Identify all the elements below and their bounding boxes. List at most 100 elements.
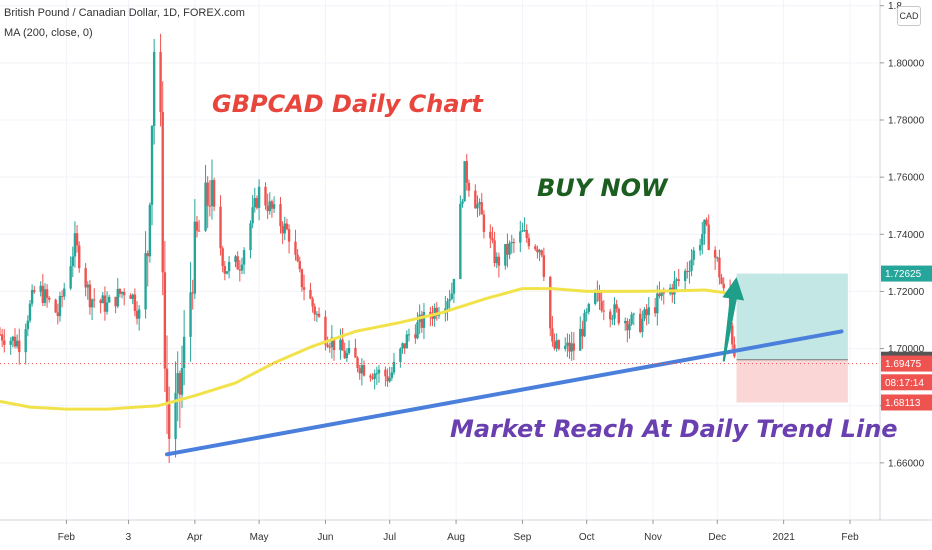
candle-down <box>403 343 406 349</box>
candle-up <box>137 309 141 319</box>
candle-up <box>43 289 47 303</box>
candle-up <box>210 180 214 207</box>
candle-down <box>302 287 306 290</box>
candle-up <box>30 290 34 304</box>
candle-down <box>311 298 314 307</box>
candle-up <box>587 303 591 312</box>
candle-down <box>474 190 477 209</box>
ma200-line <box>0 287 733 411</box>
candle-down <box>553 341 556 349</box>
time-tick-label: 3 <box>126 532 132 543</box>
candle-up <box>463 161 466 202</box>
candle-up <box>416 322 419 339</box>
candle-down <box>270 201 274 209</box>
candle-down <box>525 229 528 239</box>
candle-down <box>384 369 387 377</box>
trendline <box>165 329 844 457</box>
candle-down <box>236 256 239 270</box>
candle-up <box>628 324 631 331</box>
loss-zone <box>736 359 848 403</box>
candle-up <box>182 336 186 369</box>
candle-up <box>690 259 693 271</box>
candle-down <box>638 313 642 332</box>
candle-up <box>373 373 376 379</box>
candle-up <box>272 204 276 209</box>
candle-down <box>294 241 297 255</box>
candle-down <box>557 340 561 349</box>
candle-up <box>107 296 111 303</box>
candle-down <box>549 276 552 329</box>
candle-up <box>611 318 614 320</box>
candle-down <box>159 51 162 113</box>
candle-down <box>146 253 149 257</box>
candle-down <box>540 250 543 256</box>
candle-down <box>223 266 227 274</box>
indicator-legend[interactable]: MA (200, close, 0) <box>4 27 93 39</box>
buy-arrow <box>722 277 745 362</box>
candle-down <box>122 291 126 296</box>
candle-down <box>609 311 612 320</box>
candle-down <box>718 257 721 278</box>
candle-down <box>54 299 57 313</box>
candle-down <box>536 249 539 253</box>
candle-up <box>63 288 66 297</box>
candle-up <box>144 253 147 310</box>
candle-down <box>114 296 117 307</box>
candle-down <box>386 376 389 382</box>
candle-down <box>414 334 417 339</box>
currency-button[interactable]: CAD <box>897 6 921 26</box>
candle-up <box>716 257 719 259</box>
candle-down <box>343 350 346 359</box>
buy-now-annotation: BUY NOW <box>537 174 668 202</box>
position-zones <box>736 273 848 403</box>
candle-up <box>242 250 246 265</box>
candle-up <box>459 203 462 279</box>
price-tag-bg <box>881 355 932 372</box>
candle-up <box>227 261 231 272</box>
candle-up <box>152 51 156 126</box>
candle-up <box>251 207 254 224</box>
ma-line-group <box>0 287 733 411</box>
candle-down <box>18 340 21 353</box>
price-tick-label: 1.80000 <box>888 58 925 69</box>
price-tag-bg <box>881 265 932 282</box>
candle-up <box>641 318 644 332</box>
buy-arrow-group <box>722 277 745 362</box>
candle-up <box>105 302 109 312</box>
candle-up <box>630 314 633 325</box>
candle-down <box>489 231 492 239</box>
candle-down <box>722 283 725 289</box>
price-tick-label: 1.66000 <box>888 458 925 469</box>
candle-up <box>388 377 391 382</box>
candle-down <box>285 223 289 230</box>
candle-down <box>354 347 357 358</box>
candle-down <box>356 357 359 369</box>
candle-down <box>93 299 96 301</box>
candle-down <box>645 309 648 316</box>
candle-down <box>129 295 132 299</box>
time-axis[interactable]: Feb 3 Apr May Jun Jul Aug Sep Oct Nov Dec 2021 Feb <box>0 519 932 550</box>
candle-down <box>163 272 167 369</box>
candle-up <box>339 339 342 351</box>
candle-up <box>390 372 394 378</box>
time-tick-label: Dec <box>708 532 726 543</box>
candle-up <box>174 392 177 439</box>
candle-down <box>99 300 102 304</box>
time-tick-label: Jul <box>383 532 396 543</box>
candle-down <box>720 277 723 284</box>
candle-up <box>613 304 616 319</box>
candle-up <box>643 309 646 319</box>
candle-up <box>176 373 179 393</box>
candle-up <box>407 334 411 336</box>
candle-up <box>234 256 237 262</box>
candle-down <box>493 240 496 264</box>
candle-up <box>461 201 464 204</box>
candle-up <box>28 303 32 321</box>
candle-down <box>219 206 222 249</box>
candle-down <box>197 230 201 232</box>
candle-up <box>701 234 704 246</box>
candle-up <box>330 337 334 348</box>
candle-up <box>24 329 27 353</box>
